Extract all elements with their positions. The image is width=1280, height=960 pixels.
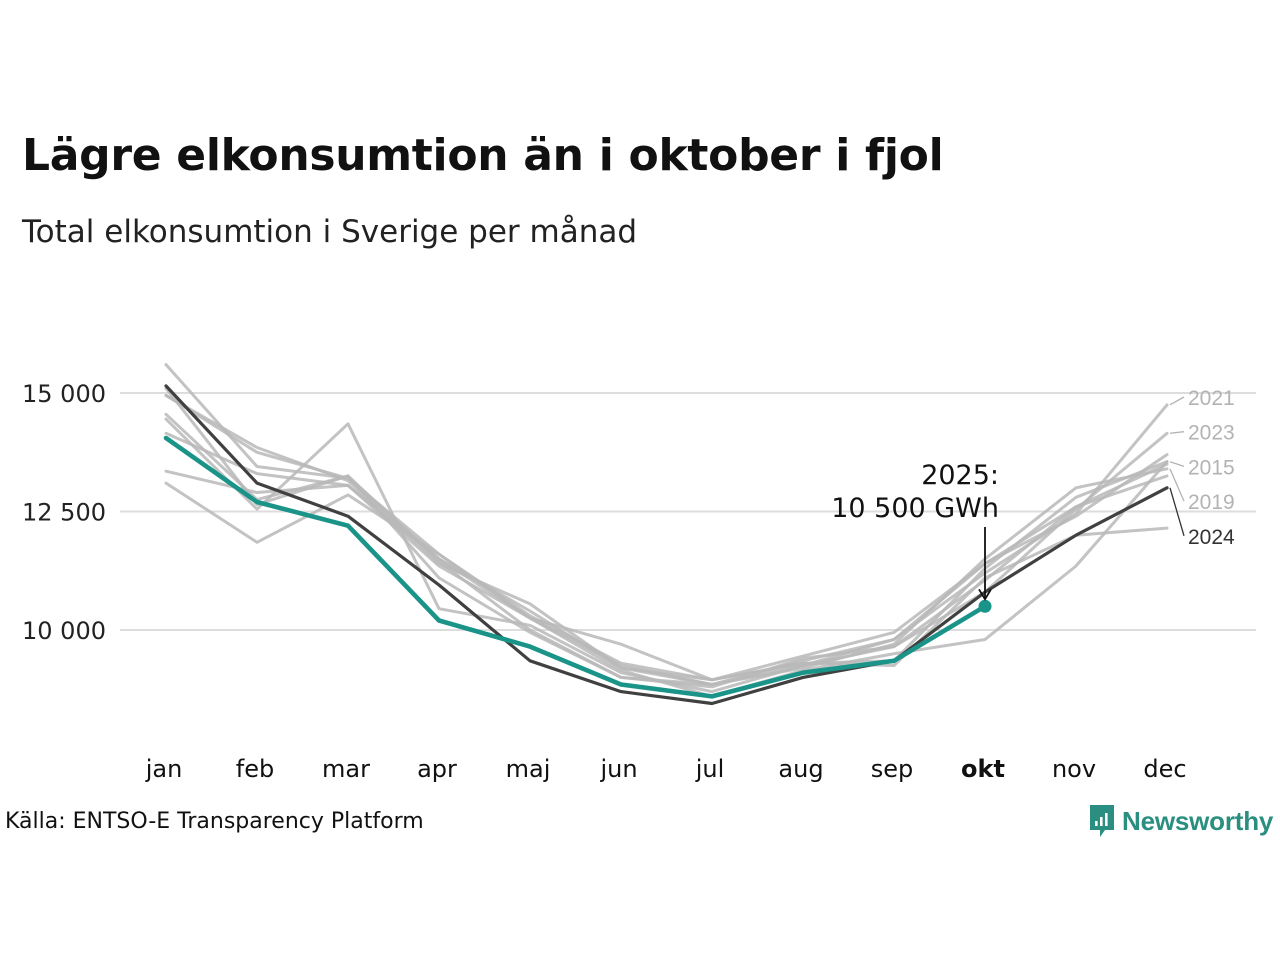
series-line-2017 [164,393,1169,682]
series-line-2025 [163,435,988,699]
annotation-arrow-head [978,588,992,602]
end-label-leader-2019 [1169,468,1185,502]
series-line-2019 [164,386,1169,686]
other-years-lines [164,363,1169,698]
end-label-leader-2023 [1169,431,1185,434]
source-note: Källa: ENTSO-E Transparency Platform [5,809,424,834]
x-tick-label-maj: maj [506,755,551,783]
series-line-2022 [164,393,1169,682]
x-tick-label-jul: jul [695,755,725,783]
x-tick-label-mar: mar [322,755,370,783]
x-tick-label-aug: aug [778,755,823,783]
newsworthy-logo-icon [1090,805,1114,837]
y-axis-ticks: 10 000 12 500 15 000 [22,380,106,645]
end-labels: 2021 2023 2015 2019 2024 [1169,387,1235,549]
annotation-value: 10 500 GWh [831,493,999,524]
end-label-leader-2021 [1169,396,1185,406]
x-tick-label-sep: sep [871,755,914,783]
y-tick-label: 10 000 [22,617,106,645]
x-tick-label-okt: okt [961,755,1005,783]
previous-year-line [164,384,1169,706]
x-tick-label-dec: dec [1143,755,1186,783]
series-line-2016 [164,363,1169,686]
x-tick-label-feb: feb [236,755,274,783]
x-tick-label-jun: jun [599,755,637,783]
annotation: 2025:10 500 GWh [831,460,999,602]
y-tick-label: 15 000 [22,380,106,408]
y-tick-label: 12 500 [22,499,106,527]
end-label-2019: 2019 [1188,491,1235,514]
end-label-leader-2024 [1169,487,1185,536]
highlight-year-line [163,435,992,699]
x-axis-ticks: jan feb mar apr maj jun jul aug sep okt nov dec [145,755,1187,783]
x-tick-label-apr: apr [417,755,457,783]
end-label-2023: 2023 [1188,422,1235,445]
annotation-year: 2025: [921,460,999,491]
chart-title: Lägre elkonsumtion än i oktober i fjol [22,130,944,181]
brand-logo: Newsworthy [1088,803,1273,839]
highlight-point [978,599,992,613]
end-label-2024: 2024 [1188,526,1235,549]
x-tick-label-jan: jan [145,755,183,783]
series-line-2020 [164,481,1169,682]
chart-subtitle: Total elkonsumtion i Sverige per månad [22,214,638,250]
brand-name: Newsworthy [1122,805,1274,836]
series-line-2023 [164,412,1169,689]
end-label-leader-2015 [1169,461,1185,468]
series-line-2021 [164,403,1169,686]
end-label-2021: 2021 [1188,387,1235,410]
x-tick-label-nov: nov [1052,755,1096,783]
end-label-2015: 2015 [1188,456,1235,479]
series-line-2024 [164,384,1169,706]
